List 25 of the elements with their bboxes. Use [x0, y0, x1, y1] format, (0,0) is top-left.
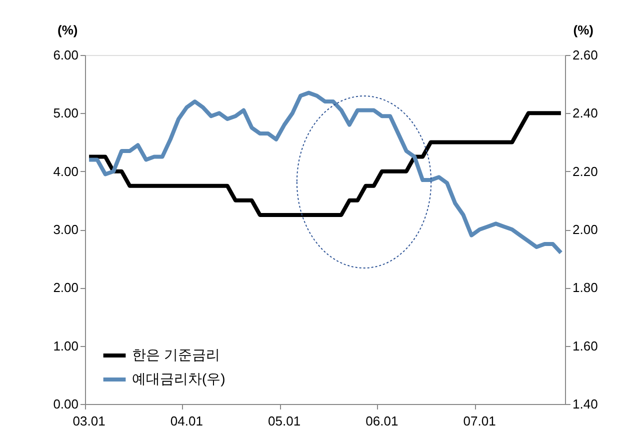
y-tick-label: 2.00	[53, 280, 78, 296]
y2-tick-label: 2.20	[572, 164, 598, 179]
y2-tick-label: 1.40	[572, 396, 598, 412]
line-series	[87, 111, 563, 217]
y2-tick-label: 2.40	[572, 106, 598, 121]
y-tick-label: 5.00	[53, 106, 78, 121]
y-tick-label: 6.00	[53, 48, 78, 62]
y-tick-label: 1.00	[53, 338, 78, 354]
x-tick-label: 07.01	[463, 414, 496, 428]
legend-label: 한은 기준금리	[132, 346, 220, 362]
x-tick-label: 05.01	[268, 414, 301, 428]
x-tick-label: 04.01	[170, 414, 203, 428]
legend-label: 예대금리차(우)	[132, 370, 226, 386]
y-tick-label: 0.00	[53, 396, 78, 412]
y2-tick-label: 1.80	[572, 280, 598, 296]
y2-tick-label: 2.00	[572, 222, 598, 237]
y2-tick-label: 2.60	[572, 48, 598, 62]
y-tick-label: 4.00	[53, 164, 78, 179]
y-tick-label: 3.00	[53, 222, 78, 237]
x-tick-label: 03.01	[72, 414, 106, 428]
x-tick-label: 06.01	[366, 414, 398, 428]
y-axis-title: (%)	[58, 22, 78, 38]
y2-axis-title: (%)	[573, 22, 594, 38]
line-series	[87, 90, 563, 255]
y2-tick-label: 1.60	[572, 338, 598, 354]
